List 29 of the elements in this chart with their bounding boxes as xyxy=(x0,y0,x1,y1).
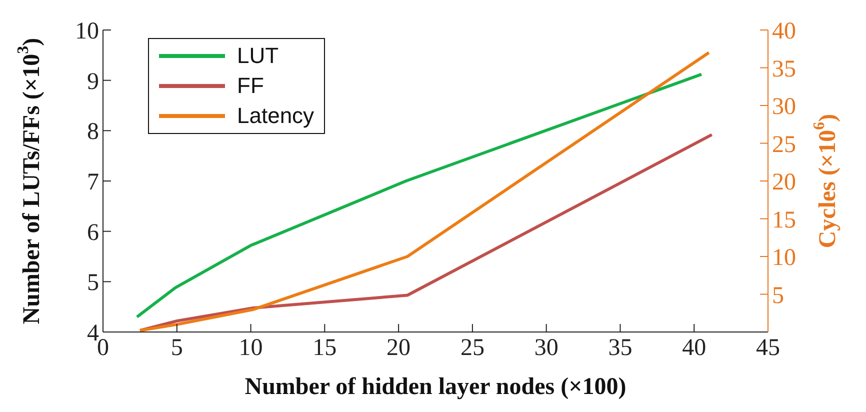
legend-label: FF xyxy=(237,72,264,100)
y-tick-label: 10 xyxy=(75,18,99,45)
y2-tick-label: 40 xyxy=(772,18,796,45)
x-tick-label: 30 xyxy=(534,335,558,362)
y2-tick-label: 15 xyxy=(772,207,796,234)
x-tick-label: 40 xyxy=(682,335,706,362)
y2-tick-label: 10 xyxy=(772,245,796,272)
x-tick-label: 15 xyxy=(312,335,337,362)
line-series xyxy=(138,133,714,332)
y2-tick-label: 30 xyxy=(772,94,796,120)
x-tick-label: 25 xyxy=(460,335,484,362)
y2-tick-label: 35 xyxy=(772,56,796,82)
y-tick-label: 7 xyxy=(87,170,99,196)
legend-label: LUT xyxy=(237,42,279,70)
y-tick-label: 8 xyxy=(87,119,99,146)
y-tick-label: 5 xyxy=(87,270,99,296)
x-tick-label: 35 xyxy=(608,335,632,362)
y-tick-label: 4 xyxy=(87,320,99,347)
y-tick-label: 6 xyxy=(87,220,99,246)
x-tick-label: 10 xyxy=(238,335,263,362)
y2-tick-label: 5 xyxy=(772,282,784,309)
y-tick-label: 9 xyxy=(87,68,99,95)
x-axis-title: Number of hidden layer nodes (×100) xyxy=(244,374,626,400)
x-tick-label: 5 xyxy=(170,335,183,362)
y2-tick-label: 25 xyxy=(772,132,796,158)
legend-label: Latency xyxy=(237,102,314,130)
x-tick-label: 20 xyxy=(386,335,411,362)
x-tick-label: 45 xyxy=(756,335,780,362)
y2-tick-label: 20 xyxy=(772,170,796,196)
